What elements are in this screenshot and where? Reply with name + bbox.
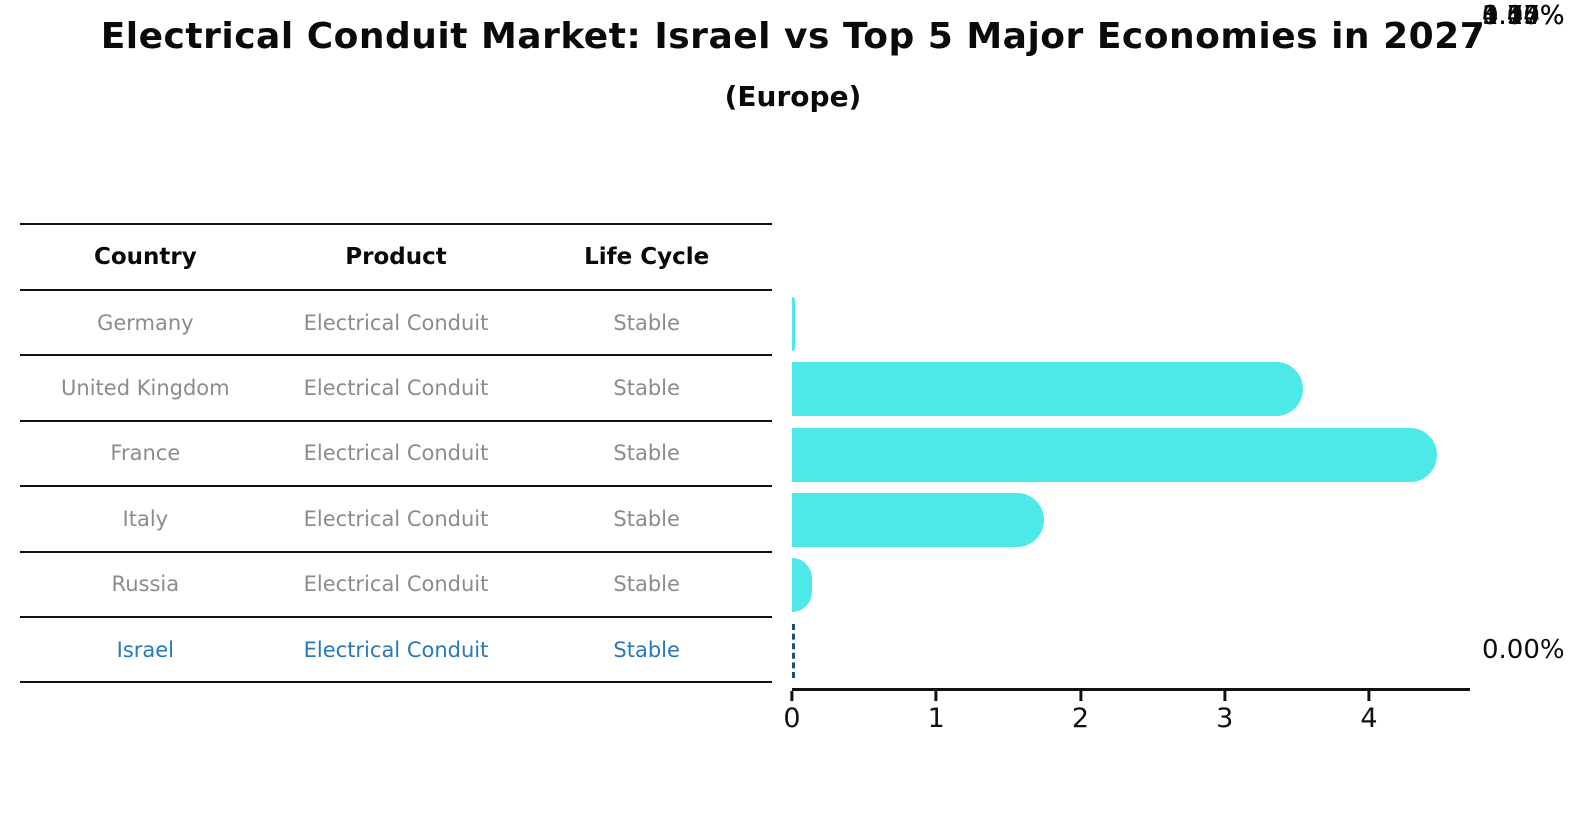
tick-mark: [1079, 691, 1082, 701]
tick-label: 4: [1360, 703, 1378, 734]
cell-life-cycle: Stable: [613, 637, 680, 662]
table-row: United Kingdom Electrical Conduit Stable: [20, 356, 772, 422]
x-axis-tick: 1: [928, 691, 945, 734]
chart-title: Electrical Conduit Market: Israel vs Top…: [100, 16, 1486, 57]
tick-label: 2: [1071, 703, 1090, 734]
bar-israel-dashed-zero-marker: [792, 623, 795, 678]
bar-france: [792, 427, 1437, 482]
column-header-product: Product: [345, 244, 447, 270]
cell-country: Germany: [97, 310, 194, 335]
tick-label: 0: [783, 703, 801, 734]
bar-row-germany: [792, 296, 1470, 351]
country-table: Country Product Life Cycle Germany Elect…: [20, 223, 772, 684]
cell-product: Electrical Conduit: [303, 572, 489, 597]
bar-row-italy: [792, 492, 1470, 547]
chart-subtitle: (Europe): [724, 80, 862, 113]
x-axis-tick: 2: [1072, 691, 1089, 734]
cell-life-cycle: Stable: [613, 572, 680, 597]
cell-product: Electrical Conduit: [303, 506, 489, 531]
cell-life-cycle: Stable: [613, 441, 680, 466]
tick-mark: [934, 691, 938, 701]
tick-mark: [1223, 691, 1227, 701]
cell-product: Electrical Conduit: [303, 310, 489, 335]
x-axis-tick: 0: [783, 691, 801, 734]
cell-product: Electrical Conduit: [303, 637, 489, 662]
cell-life-cycle: Stable: [613, 310, 680, 335]
table-row: Italy Electrical Conduit Stable: [20, 487, 772, 553]
column-header-life-cycle: Life Cycle: [584, 244, 710, 270]
cell-life-cycle: Stable: [613, 506, 680, 531]
column-header-country: Country: [93, 244, 197, 270]
bar-italy: [792, 492, 1045, 547]
x-axis-tick: 4: [1360, 691, 1378, 734]
table-header-row: Country Product Life Cycle: [20, 225, 772, 291]
table-row: Germany Electrical Conduit Stable: [20, 291, 772, 357]
cell-life-cycle: Stable: [613, 376, 680, 401]
bar-plot-area: [792, 291, 1470, 683]
x-axis-tick: 3: [1216, 691, 1233, 734]
value-label-france: 4.47%: [1482, 1, 1565, 31]
table-row: France Electrical Conduit Stable: [20, 422, 772, 488]
value-label-germany: 0.00%: [1482, 635, 1565, 665]
tick-mark: [1367, 691, 1371, 701]
cell-product: Electrical Conduit: [303, 376, 489, 401]
bar-row-israel: [792, 623, 1470, 678]
bar-germany: [792, 296, 796, 351]
table-row: Russia Electrical Conduit Stable: [20, 553, 772, 618]
table-row-israel: Israel Electrical Conduit Stable: [20, 618, 772, 684]
bar-russia: [792, 558, 813, 613]
value-label-russia: 0.14%: [1482, 1, 1565, 31]
cell-country: Italy: [122, 506, 169, 531]
bar-row-france: [792, 427, 1470, 482]
bar-united-kingdom: [792, 362, 1303, 417]
tick-label: 3: [1216, 703, 1234, 734]
value-label-italy: 1.75%: [1482, 1, 1565, 31]
cell-country: United Kingdom: [61, 376, 230, 401]
value-label-united-kingdom: 3.54%: [1482, 1, 1565, 31]
cell-product: Electrical Conduit: [303, 441, 489, 466]
cell-country: Israel: [116, 637, 175, 662]
value-label-israel: 0.00%: [1482, 1, 1565, 31]
cell-country: Russia: [111, 572, 180, 597]
cell-country: France: [110, 441, 181, 466]
tick-mark: [790, 691, 794, 701]
bar-row-russia: [792, 558, 1470, 613]
bar-row-united-kingdom: [792, 362, 1470, 417]
x-axis-line: 0 1 2 3 4: [783, 688, 1470, 733]
tick-label: 1: [927, 703, 945, 734]
